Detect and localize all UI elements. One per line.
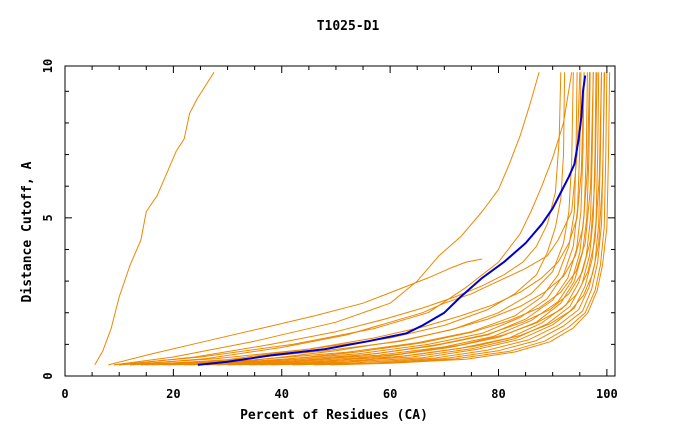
plot-lines <box>94 72 611 366</box>
series-line-16 <box>314 72 608 366</box>
x-tick-label: 100 <box>596 387 618 401</box>
series-line-12 <box>227 72 597 366</box>
series-line-23 <box>238 72 602 366</box>
series-line-13 <box>249 72 600 366</box>
series-line-14 <box>270 72 602 366</box>
series-line-3 <box>113 72 573 366</box>
ticks: 0 20 40 60 80 100 0 5 10 <box>41 59 618 401</box>
series-line-24 <box>260 72 606 366</box>
chart-title: T1025-D1 <box>317 19 380 34</box>
x-tick-label: 40 <box>275 387 289 401</box>
x-tick-label: 0 <box>61 387 68 401</box>
x-tick-label: 60 <box>383 387 397 401</box>
plot-frame <box>64 65 616 377</box>
series-line-25 <box>119 72 562 366</box>
series-line-2 <box>113 72 540 366</box>
y-tick-label: 10 <box>41 59 55 73</box>
y-tick-label: 5 <box>41 214 55 221</box>
series-line-15 <box>292 72 605 366</box>
series-line-22 <box>216 72 598 366</box>
x-tick-label: 80 <box>491 387 505 401</box>
series-line-26 <box>108 258 483 366</box>
series-line-17 <box>330 72 611 366</box>
series-line-21 <box>189 72 594 366</box>
series-line-5 <box>129 72 574 366</box>
y-tick-label: 0 <box>41 372 55 379</box>
y-axis-title: Distance Cutoff, A <box>20 161 35 302</box>
x-axis-title: Percent of Residues (CA) <box>240 408 428 423</box>
series-line-19 <box>146 72 585 366</box>
series-line-1 <box>94 72 215 366</box>
series-line-7 <box>151 72 582 366</box>
series-line-20 <box>167 72 590 366</box>
series-line-8 <box>162 72 585 366</box>
series-line-6 <box>140 72 578 366</box>
series-line-18 <box>129 72 581 366</box>
series-line-4 <box>119 72 566 366</box>
x-tick-label: 20 <box>166 387 180 401</box>
series-line-highlight <box>197 75 587 366</box>
